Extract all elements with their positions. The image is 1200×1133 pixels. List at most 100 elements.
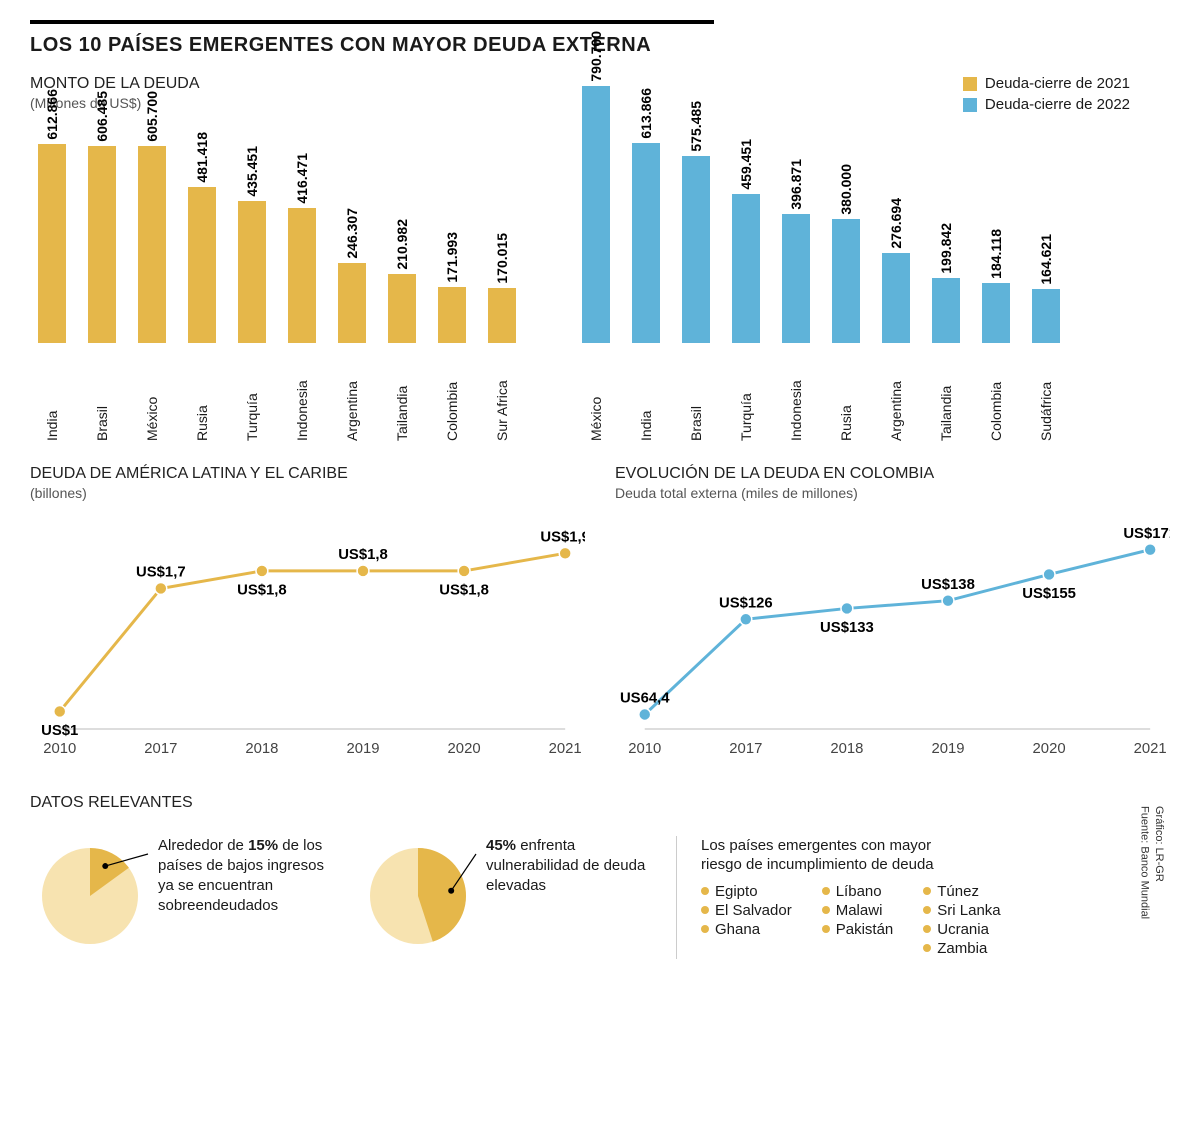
risk-country: Malawi [822, 902, 894, 919]
bar-rect [288, 208, 316, 343]
bar-label: Argentina [888, 351, 904, 441]
svg-text:2010: 2010 [628, 741, 661, 757]
source-line1: Gráfico: LR-GR [1153, 806, 1165, 882]
bar-col: 246.307Argentina [330, 208, 374, 441]
risk-box: Los países emergentes con mayor riesgo d… [676, 836, 1001, 959]
legend-swatch-2022 [963, 98, 977, 112]
col-title: EVOLUCIÓN DE LA DEUDA EN COLOMBIA [615, 465, 1170, 483]
bar-label: Sur Africa [494, 351, 510, 441]
bar-label: Tailandia [394, 351, 410, 441]
bar-section: MONTO DE LA DEUDA (Millones de US$) Deud… [30, 75, 1170, 441]
bar-value: 606.485 [94, 91, 110, 142]
pie-2-svg [358, 836, 478, 956]
risk-country: Túnez [923, 883, 1000, 900]
legend-label-2022: Deuda-cierre de 2022 [985, 96, 1130, 113]
bar-rect [388, 274, 416, 343]
risk-country: Zambia [923, 940, 1000, 957]
legend-item-2022: Deuda-cierre de 2022 [963, 96, 1130, 113]
bar-value: 612.866 [44, 89, 60, 140]
svg-text:US$138: US$138 [921, 577, 975, 593]
risk-country: El Salvador [701, 902, 792, 919]
risk-country-label: Ghana [715, 921, 760, 938]
bottom-row: Alrededor de 15% de los países de bajos … [30, 836, 1170, 959]
latam-svg: 201020172018201920202021US$1US$1,7US$1,8… [30, 511, 585, 769]
bar-value: 170.015 [494, 233, 510, 284]
legend-label-2021: Deuda-cierre de 2021 [985, 75, 1130, 92]
bar-label: Indonesia [294, 351, 310, 441]
svg-text:US$133: US$133 [820, 620, 874, 636]
bar-value: 171.993 [444, 232, 460, 283]
pie-1-text: Alrededor de 15% de los países de bajos … [158, 836, 328, 917]
bar-value: 459.451 [738, 139, 754, 190]
bar-col: 210.982Tailandia [380, 219, 424, 441]
legend-item-2021: Deuda-cierre de 2021 [963, 75, 1130, 92]
linechart-colombia: EVOLUCIÓN DE LA DEUDA EN COLOMBIA Deuda … [615, 465, 1170, 774]
pie-block-2: 45% enfrenta vulnerabilidad de deuda ele… [358, 836, 656, 959]
bar-rect [982, 283, 1010, 343]
bar-label: Rusia [838, 351, 854, 441]
pies: Alrededor de 15% de los países de bajos … [30, 836, 656, 959]
pie2-bold: 45% [486, 837, 516, 854]
bar-col: 416.471 Indonesia [280, 153, 324, 441]
bar-col: 606.485 Brasil [80, 91, 124, 441]
bullet-icon [822, 887, 830, 895]
bar-value: 435.451 [244, 146, 260, 197]
bar-value: 380.000 [838, 164, 854, 215]
bar-label: Rusia [194, 351, 210, 441]
bar-col: 171.993Colombia [430, 232, 474, 441]
risk-country-label: Zambia [937, 940, 987, 957]
risk-column: LíbanoMalawiPakistán [822, 883, 894, 959]
svg-text:2018: 2018 [245, 741, 278, 757]
bar-value: 276.694 [888, 198, 904, 249]
bar-label: Sudáfrica [1038, 351, 1054, 441]
svg-text:2019: 2019 [346, 741, 379, 757]
svg-text:2017: 2017 [729, 741, 762, 757]
bar-value: 790.700 [588, 31, 604, 82]
bar-label: México [588, 351, 604, 441]
bar-value: 416.471 [294, 153, 310, 204]
risk-country: Ghana [701, 921, 792, 938]
source-credit: Gráfico: LR-GR Fuente: Banco Mundial [1137, 806, 1166, 919]
bar-rect [682, 156, 710, 343]
bar-rect [238, 201, 266, 343]
bar-label: Argentina [344, 351, 360, 441]
bullet-icon [822, 925, 830, 933]
bar-col: 380.000 Rusia [824, 164, 868, 441]
risk-country-label: Túnez [937, 883, 979, 900]
bar-value: 575.485 [688, 101, 704, 152]
svg-text:US$171: US$171 [1123, 526, 1170, 542]
pie-1-svg [30, 836, 150, 956]
bar-rect [832, 219, 860, 343]
bar-rect [582, 86, 610, 343]
bar-rect [88, 146, 116, 343]
svg-text:2020: 2020 [1033, 741, 1066, 757]
bar-rect [632, 143, 660, 343]
svg-text:2017: 2017 [144, 741, 177, 757]
svg-text:US$1,8: US$1,8 [439, 583, 489, 599]
bar-value: 605.700 [144, 91, 160, 142]
risk-column: TúnezSri LankaUcraniaZambia [923, 883, 1000, 959]
svg-text:US$1,8: US$1,8 [237, 583, 287, 599]
bar-col: 164.621Sudáfrica [1024, 234, 1068, 441]
bar-col: 396.871Indonesia [774, 159, 818, 441]
bar-label: Tailandia [938, 351, 954, 441]
bar-col: 459.451Turquía [724, 139, 768, 441]
bar-value: 199.842 [938, 223, 954, 274]
bar-value: 613.866 [638, 88, 654, 139]
bar-rect [188, 187, 216, 343]
svg-text:2020: 2020 [448, 741, 481, 757]
bullet-icon [923, 925, 931, 933]
linechart-latam: DEUDA DE AMÉRICA LATINA Y EL CARIBE (bil… [30, 465, 585, 774]
svg-text:US$1,8: US$1,8 [338, 547, 388, 563]
risk-country-label: Pakistán [836, 921, 894, 938]
svg-text:US$1,9: US$1,9 [540, 529, 585, 545]
source-line2: Fuente: Banco Mundial [1139, 806, 1151, 919]
bar-rect [138, 146, 166, 343]
risk-title: Los países emergentes con mayor riesgo d… [701, 836, 961, 875]
datos-title: DATOS RELEVANTES [30, 794, 1170, 812]
bar-label: India [44, 351, 60, 441]
bars-2022: 790.700México613.866India575.485Brasil45… [574, 121, 1068, 441]
infographic-root: LOS 10 PAÍSES EMERGENTES CON MAYOR DEUDA… [30, 20, 1170, 959]
bar-label: Brasil [94, 351, 110, 441]
bar-label: Brasil [688, 351, 704, 441]
